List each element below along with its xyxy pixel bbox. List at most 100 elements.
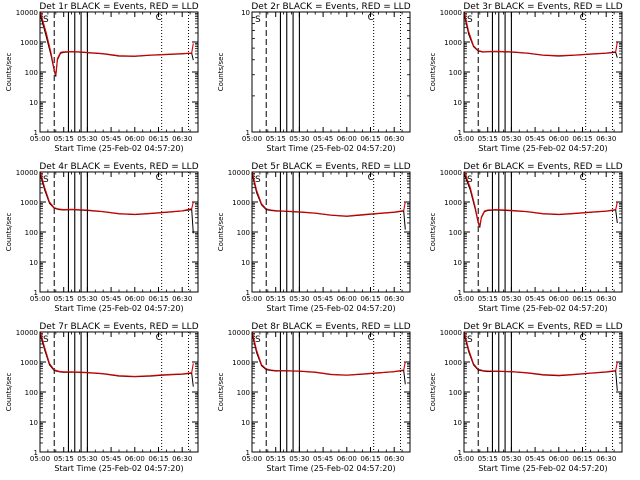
x-tick-label: 05:30 xyxy=(501,455,521,463)
panel-title: Det 8r BLACK = Events, RED = LLD xyxy=(251,322,410,332)
panel-title: Det 4r BLACK = Events, RED = LLD xyxy=(39,162,198,172)
x-tick-label: 06:30 xyxy=(172,455,192,463)
x-tick-label: 06:00 xyxy=(125,135,145,143)
x-tick-label: 05:30 xyxy=(501,135,521,143)
lld-series-line xyxy=(40,12,194,76)
x-tick-label: 05:15 xyxy=(478,455,498,463)
y-tick-label: 10000 xyxy=(440,329,462,337)
plot-frame xyxy=(39,171,199,293)
x-tick-label: 05:30 xyxy=(289,135,309,143)
x-tick-label: 05:45 xyxy=(313,455,333,463)
x-tick-label: 06:15 xyxy=(148,295,168,303)
y-tick-label: 100 xyxy=(25,69,38,77)
x-tick-label: 05:15 xyxy=(54,295,74,303)
events-series-line xyxy=(40,13,194,77)
x-tick-label: 05:45 xyxy=(101,455,121,463)
x-tick-label: 06:00 xyxy=(125,455,145,463)
plot-frame xyxy=(39,11,199,133)
x-tick-label: 06:30 xyxy=(596,295,616,303)
x-tick-label: 05:15 xyxy=(478,135,498,143)
y-tick-label: 10000 xyxy=(16,329,38,337)
lld-series-line xyxy=(464,332,618,376)
y-axis-label: Counts/sec xyxy=(5,373,13,412)
x-tick-label: 06:00 xyxy=(549,295,569,303)
plot-frame xyxy=(463,11,623,133)
lld-series-line xyxy=(464,12,618,57)
x-tick-label: 06:00 xyxy=(337,295,357,303)
corner-marker-c: C xyxy=(368,333,374,343)
x-tick-label: 05:00 xyxy=(242,455,262,463)
x-tick-label: 06:30 xyxy=(596,455,616,463)
x-axis-label: Start Time (25-Feb-02 04:57:20) xyxy=(54,144,183,153)
x-tick-label: 05:00 xyxy=(242,135,262,143)
x-tick-label: 05:45 xyxy=(525,135,545,143)
y-tick-label: 1000 xyxy=(444,359,462,367)
x-tick-label: 06:30 xyxy=(172,295,192,303)
events-series-line xyxy=(464,333,618,391)
corner-marker-s: S xyxy=(255,175,261,185)
panel-title: Det 1r BLACK = Events, RED = LLD xyxy=(39,2,198,12)
y-tick-label: 10000 xyxy=(16,169,38,177)
panel-title: Det 9r BLACK = Events, RED = LLD xyxy=(463,322,622,332)
lld-series-line xyxy=(40,172,194,215)
lld-series-line xyxy=(252,172,406,217)
y-tick-label: 1000 xyxy=(232,199,250,207)
y-tick-label: 1 xyxy=(458,449,462,457)
panel-title: Det 3r BLACK = Events, RED = LLD xyxy=(463,2,622,12)
x-tick-label: 06:30 xyxy=(596,135,616,143)
panel-title: Det 7r BLACK = Events, RED = LLD xyxy=(39,322,198,332)
x-tick-label: 05:15 xyxy=(266,455,286,463)
y-tick-label: 1 xyxy=(34,129,38,137)
x-tick-label: 06:30 xyxy=(172,135,192,143)
events-series-line xyxy=(252,173,406,230)
y-tick-label: 10000 xyxy=(228,169,250,177)
y-tick-label: 100 xyxy=(25,229,38,237)
x-tick-label: 05:00 xyxy=(30,455,50,463)
y-tick-label: 100 xyxy=(449,389,462,397)
x-tick-label: 05:45 xyxy=(525,455,545,463)
x-tick-label: 05:45 xyxy=(313,295,333,303)
panel-det-2: Det 2r BLACK = Events, RED = LLD Counts/s… xyxy=(217,2,411,153)
x-axis-label: Start Time (25-Feb-02 04:57:20) xyxy=(478,144,607,153)
corner-marker-c: C xyxy=(580,333,586,343)
y-axis-label: Counts/sec xyxy=(429,213,437,252)
x-tick-label: 06:00 xyxy=(337,135,357,143)
panel-det-6: Det 6r BLACK = Events, RED = LLD Counts/s… xyxy=(429,162,623,313)
y-tick-label: 100 xyxy=(25,389,38,397)
x-tick-label: 06:15 xyxy=(148,455,168,463)
x-tick-label: 05:15 xyxy=(478,295,498,303)
x-tick-label: 06:30 xyxy=(384,135,404,143)
corner-marker-c: C xyxy=(156,173,162,183)
y-tick-label: 1 xyxy=(246,289,250,297)
panel-det-4: Det 4r BLACK = Events, RED = LLD Counts/s… xyxy=(5,162,199,313)
events-series-line xyxy=(40,173,194,234)
y-axis-label: Counts/sec xyxy=(429,373,437,412)
x-tick-label: 06:30 xyxy=(384,295,404,303)
plot-frame xyxy=(251,171,411,293)
corner-marker-c: C xyxy=(580,13,586,23)
events-series-line xyxy=(464,173,618,228)
panel-title: Det 5r BLACK = Events, RED = LLD xyxy=(251,162,410,172)
y-tick-label: 1000 xyxy=(444,39,462,47)
x-tick-label: 05:15 xyxy=(266,135,286,143)
panel-det-3: Det 3r BLACK = Events, RED = LLD Counts/s… xyxy=(429,2,623,153)
corner-marker-s: S xyxy=(43,15,49,25)
y-tick-label: 1000 xyxy=(232,359,250,367)
x-tick-label: 05:45 xyxy=(101,135,121,143)
plot-frame xyxy=(463,331,623,453)
x-tick-label: 06:15 xyxy=(360,135,380,143)
panel-title: Det 2r BLACK = Events, RED = LLD xyxy=(251,2,410,12)
x-tick-label: 05:00 xyxy=(454,135,474,143)
x-axis-label: Start Time (25-Feb-02 04:57:20) xyxy=(266,144,395,153)
plot-frame xyxy=(463,171,623,293)
corner-marker-s: S xyxy=(43,175,49,185)
y-tick-label: 100 xyxy=(237,229,250,237)
corner-marker-c: C xyxy=(368,13,374,23)
x-tick-label: 05:00 xyxy=(30,295,50,303)
y-tick-label: 1 xyxy=(458,289,462,297)
corner-marker-s: S xyxy=(467,175,473,185)
corner-marker-c: C xyxy=(156,333,162,343)
panel-det-8: Det 8r BLACK = Events, RED = LLD Counts/s… xyxy=(217,322,411,473)
x-axis-label: Start Time (25-Feb-02 04:57:20) xyxy=(478,464,607,473)
